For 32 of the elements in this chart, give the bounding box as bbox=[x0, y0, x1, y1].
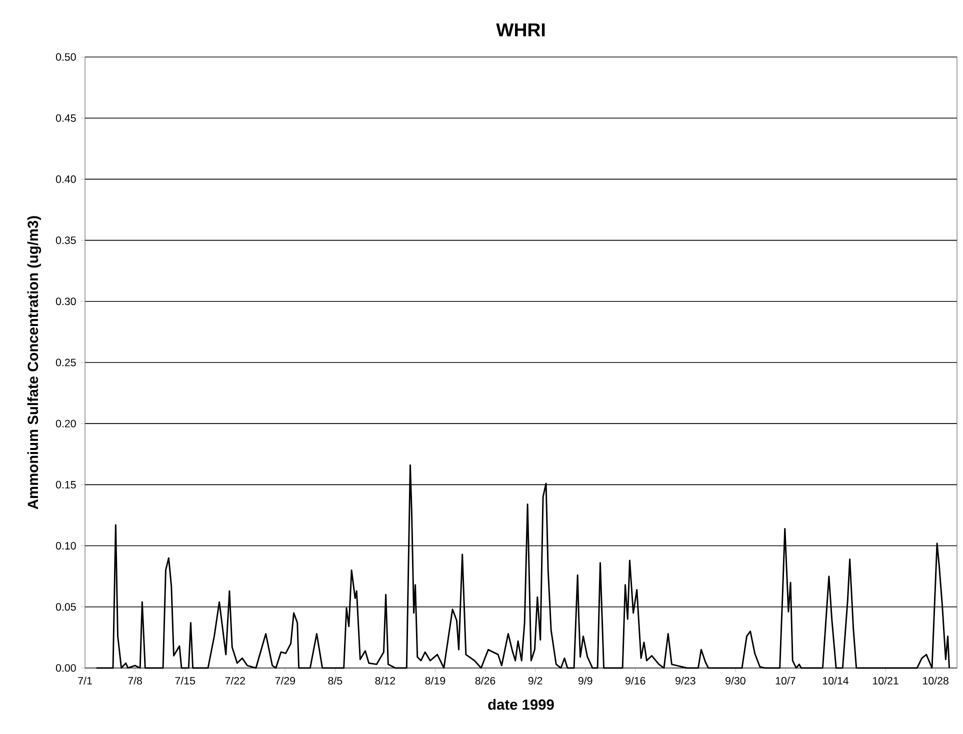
y-tick-label: 0.35 bbox=[56, 236, 76, 244]
x-tick-label: 7/22 bbox=[225, 676, 245, 685]
x-tick-label: 7/1 bbox=[78, 676, 92, 685]
y-tick-label: 0.10 bbox=[56, 542, 76, 550]
x-tick-label: 9/30 bbox=[726, 676, 746, 685]
x-tick-label: 8/19 bbox=[425, 676, 446, 685]
y-tick-label: 0.50 bbox=[56, 53, 76, 61]
x-tick-label: 10/21 bbox=[873, 676, 898, 685]
x-tick-label: 9/9 bbox=[578, 676, 592, 685]
x-tick-label: 9/2 bbox=[528, 676, 542, 685]
y-tick-label: 0.00 bbox=[56, 664, 76, 672]
x-tick-label: 7/15 bbox=[175, 676, 195, 685]
y-tick-label: 0.30 bbox=[56, 298, 76, 306]
y-tick-label: 0.20 bbox=[56, 420, 76, 428]
chart-title: WHRI bbox=[496, 23, 545, 36]
x-tick-label: 7/29 bbox=[275, 676, 295, 685]
y-axis-title: Ammonium Sulfate Concentration (ug/m3) bbox=[27, 216, 42, 510]
x-tick-label: 10/14 bbox=[822, 676, 849, 685]
x-tick-label: 8/5 bbox=[328, 676, 342, 685]
x-tick-label: 9/16 bbox=[625, 676, 646, 685]
x-tick-label: 8/12 bbox=[375, 676, 396, 685]
x-tick-label: 9/23 bbox=[676, 676, 696, 685]
x-tick-label: 10/7 bbox=[776, 676, 796, 685]
y-tick-label: 0.15 bbox=[56, 480, 76, 488]
x-axis-title: date 1999 bbox=[488, 699, 554, 710]
y-tick-label: 0.25 bbox=[56, 358, 76, 366]
x-tick-label: 10/28 bbox=[923, 676, 948, 685]
x-tick-label: 7/8 bbox=[128, 676, 142, 685]
y-tick-label: 0.45 bbox=[56, 114, 76, 122]
y-tick-label: 0.40 bbox=[56, 175, 76, 183]
x-tick-label: 8/26 bbox=[475, 676, 496, 685]
y-tick-label: 0.05 bbox=[56, 603, 76, 611]
